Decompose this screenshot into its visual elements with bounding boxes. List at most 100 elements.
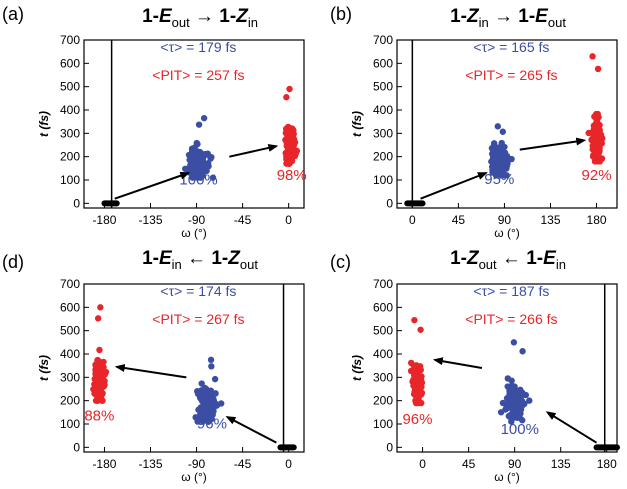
data-point (207, 387, 215, 394)
y-axis-label: t (fs) (350, 111, 364, 137)
x-tick-label: 0 (409, 213, 416, 227)
data-point (499, 399, 507, 407)
y-tick-label: 500 (373, 80, 393, 94)
data-point (291, 152, 299, 160)
pit-annotation: <PIT> = 267 fs (152, 311, 244, 327)
x-tick-label: -45 (234, 457, 252, 471)
population-label: 96% (402, 411, 432, 428)
y-tick-label: 400 (60, 103, 80, 117)
panel-label: (a) (2, 4, 24, 24)
tau-annotation: <τ> = 179 fs (160, 39, 236, 55)
data-point (508, 393, 515, 400)
x-axis-label: ω (°) (494, 226, 520, 240)
data-point (519, 389, 526, 396)
population-label: 92% (582, 167, 612, 184)
data-point (492, 162, 500, 169)
x-axis-label: ω (°) (181, 226, 207, 240)
data-point (512, 404, 519, 411)
tau-annotation: <τ> = 187 fs (473, 283, 549, 299)
y-tick-label: 100 (373, 173, 393, 187)
data-point (189, 174, 196, 181)
y-tick-label: 600 (373, 56, 393, 70)
data-point (200, 162, 207, 170)
data-point (207, 415, 214, 422)
data-point (188, 148, 196, 155)
transition-arrow (519, 137, 587, 151)
data-point (411, 316, 418, 324)
data-point (94, 356, 101, 364)
data-point (202, 408, 210, 415)
data-point (290, 145, 297, 152)
y-tick-label: 700 (373, 33, 393, 47)
y-tick-label: 100 (60, 417, 80, 431)
pit-annotation: <PIT> = 257 fs (152, 67, 244, 83)
x-tick-label: 0 (419, 457, 426, 471)
x-tick-label: -135 (138, 213, 162, 227)
y-tick-label: 600 (373, 300, 393, 314)
y-tick-label: 200 (60, 394, 80, 408)
x-tick-label: -135 (138, 457, 162, 471)
data-point (94, 397, 102, 404)
data-point (101, 381, 108, 389)
x-tick-label: 45 (462, 457, 476, 471)
data-point (212, 390, 219, 397)
panel-0: (a) 1-Eout → 1-Zin 0 100 200 300 400 500 600 700 -… (2, 4, 307, 240)
data-point (418, 383, 425, 390)
data-point (98, 364, 105, 371)
data-point (199, 172, 207, 179)
panel-2: (d) 1-Ein ← 1-Zout 0 100 200 300 400 500 600 700 -… (2, 248, 305, 484)
data-point (494, 123, 502, 130)
x-tick-label: -45 (234, 213, 252, 227)
population-label: 88% (84, 408, 114, 425)
data-point (490, 140, 498, 147)
transition-arrow (225, 416, 277, 444)
y-tick-label: 0 (386, 196, 393, 210)
data-point (415, 396, 422, 404)
y-tick-label: 700 (373, 277, 393, 291)
data-point (200, 114, 208, 122)
data-point (192, 158, 199, 165)
panel-label: (c) (330, 252, 351, 272)
x-tick-label: -180 (92, 457, 116, 471)
data-point (589, 53, 596, 60)
x-tick-label: 180 (587, 213, 607, 227)
data-point (594, 141, 602, 149)
data-point (503, 172, 510, 179)
x-tick-label: 135 (551, 457, 571, 471)
pit-annotation: <PIT> = 265 fs (465, 67, 557, 83)
y-axis-label: t (fs) (37, 355, 51, 381)
data-point (412, 368, 420, 375)
y-tick-label: 200 (60, 150, 80, 164)
data-point (507, 403, 514, 411)
y-tick-label: 200 (373, 394, 393, 408)
y-tick-label: 400 (373, 347, 393, 361)
data-point (526, 397, 533, 404)
data-point (211, 375, 219, 383)
y-tick-label: 300 (60, 370, 80, 384)
data-point (286, 85, 293, 93)
data-point (193, 139, 200, 147)
y-tick-label: 300 (373, 126, 393, 140)
data-point (488, 144, 496, 152)
population-label: 100% (501, 421, 539, 438)
plot-frame (83, 283, 305, 453)
data-point (519, 398, 526, 405)
x-axis-label: ω (°) (494, 470, 520, 484)
y-axis-label: t (fs) (37, 111, 51, 137)
data-point (97, 370, 104, 377)
y-tick-label: 500 (60, 324, 80, 338)
data-point (205, 400, 213, 408)
tau-annotation: <τ> = 174 fs (160, 283, 236, 299)
data-point (514, 395, 521, 402)
data-point (284, 146, 292, 154)
population-label: 98% (277, 167, 307, 184)
y-tick-label: 500 (60, 80, 80, 94)
panel-label: (d) (2, 252, 24, 272)
data-point (499, 128, 507, 135)
panel-title: 1-Eout → 1-Zin (142, 6, 258, 30)
data-point (519, 417, 526, 424)
data-point (290, 127, 297, 134)
x-tick-label: 90 (508, 457, 522, 471)
data-point (182, 165, 189, 172)
